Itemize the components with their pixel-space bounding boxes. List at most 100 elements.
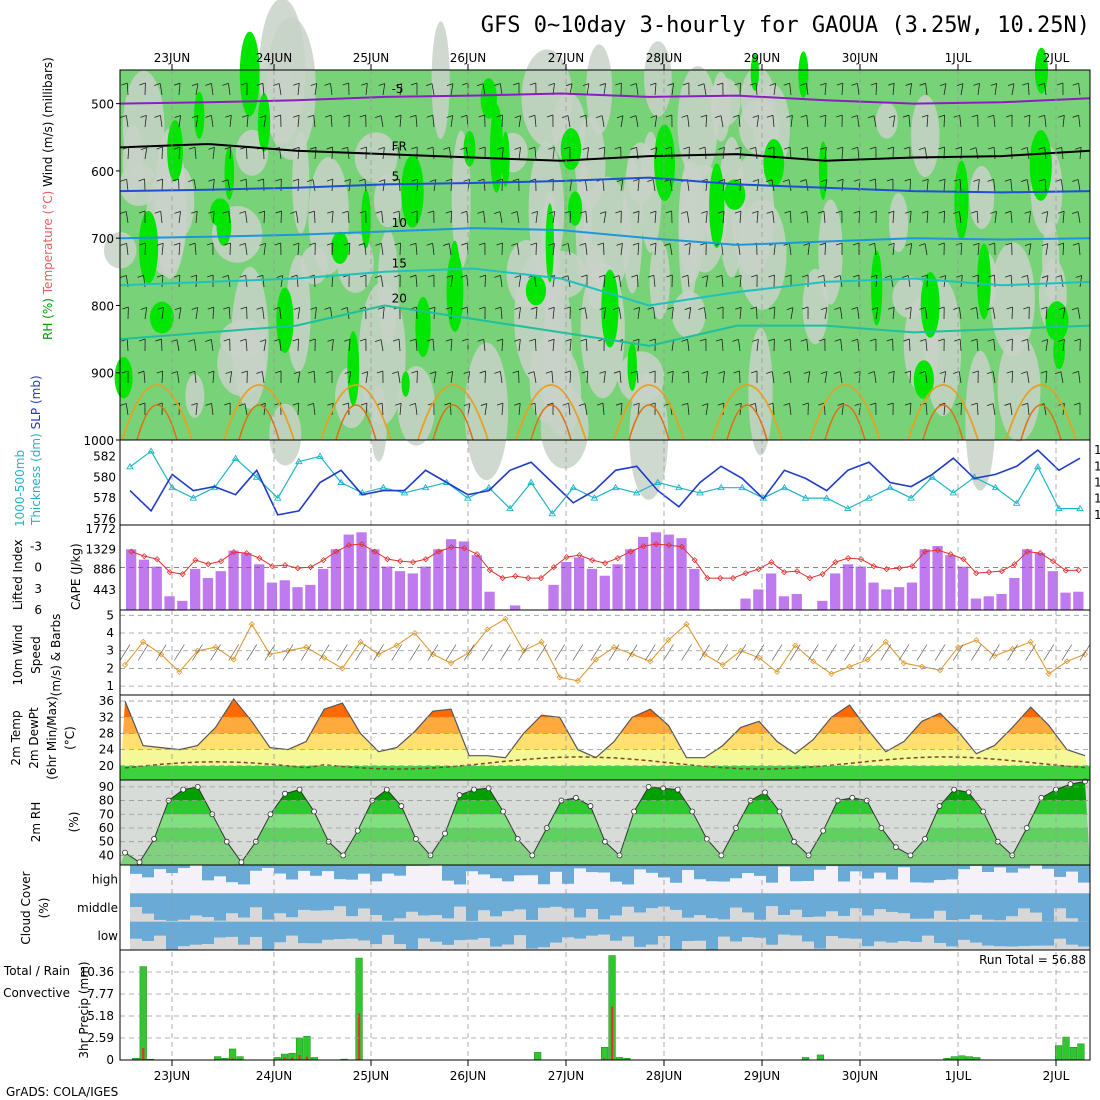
precip-total-bar	[214, 1056, 222, 1061]
wind-speed-point	[973, 637, 980, 644]
cloud-cell	[1054, 921, 1067, 939]
wind-barb-flag	[157, 307, 164, 310]
cloud-cell	[262, 893, 275, 920]
lifted-index-point	[153, 556, 161, 563]
cloud-cell	[202, 893, 215, 918]
wind-barb-flag	[869, 338, 877, 342]
cape-bar	[740, 598, 751, 610]
wind-barb	[1078, 371, 1081, 384]
wind-barb-flag	[445, 306, 452, 310]
cloud-cell	[610, 865, 623, 882]
wind-barb	[943, 179, 946, 192]
wind-barb-flag	[667, 370, 674, 374]
wind-barb-flag	[479, 146, 486, 150]
wind-barb-flag	[375, 243, 382, 246]
wind-barb	[534, 275, 537, 288]
wind-barb-flag	[905, 243, 912, 246]
wind-barb	[364, 243, 367, 256]
wind-barb-flag	[256, 306, 263, 310]
wind-barb	[976, 339, 979, 352]
wind-barb	[193, 339, 197, 352]
wind-barb-flag	[138, 178, 145, 182]
wind-barb-flag	[922, 178, 929, 182]
cloud-cell	[562, 893, 575, 909]
wind-barb	[739, 307, 742, 320]
wind-barb	[245, 147, 248, 160]
wind-barb-flag	[341, 146, 348, 150]
wind-barb	[619, 371, 622, 384]
cape-bar	[766, 573, 777, 610]
surface-wind-barb	[644, 644, 656, 661]
cloud-cell	[958, 893, 971, 920]
wind-barb-flag	[887, 146, 894, 150]
slp-ylabel: SLP (mb)	[29, 375, 43, 429]
thickness-ylabel-1: 1000-500mb	[13, 450, 27, 527]
wind-barb	[909, 83, 912, 96]
rh-point	[151, 836, 157, 842]
lifted-index-point	[409, 559, 417, 566]
rh-moist-patch	[871, 250, 883, 326]
cloud-cell	[730, 921, 743, 942]
precip-total-bar	[1077, 1043, 1085, 1061]
wind-ytick-0: 5	[106, 608, 114, 622]
wind-barb-flag	[853, 210, 860, 214]
wind-barb	[909, 243, 913, 256]
lifted-index-point	[1037, 550, 1044, 557]
cloud-cell	[274, 921, 287, 943]
precip-total-bar	[601, 1047, 609, 1061]
wind-barb-flag	[649, 338, 656, 342]
cape-ytick-3: 443	[93, 583, 116, 597]
wind-barb-flag	[344, 371, 351, 374]
wind-barb	[926, 211, 929, 224]
wind-speed-point	[719, 661, 726, 668]
cape-bar	[855, 566, 866, 610]
wind-barb-flag	[461, 338, 469, 342]
wind-barb-flag	[700, 114, 707, 118]
warm-contour	[223, 384, 295, 441]
wind-barb	[773, 307, 776, 320]
wind-barb	[858, 403, 862, 416]
wind-barb-flag	[734, 82, 741, 86]
cloud-cell	[886, 893, 899, 912]
wind-barb-flag	[1072, 179, 1079, 182]
wind-barb-flag	[514, 147, 521, 150]
wind-barb	[671, 307, 674, 320]
wind-barb	[926, 115, 929, 128]
wind-barb-flag	[511, 211, 518, 214]
rh-moist-patch	[913, 360, 934, 399]
wind-barb-flag	[121, 82, 128, 86]
wind-speed-line	[124, 618, 1086, 682]
wind-barb	[1027, 83, 1030, 96]
cloud-cell	[382, 893, 395, 921]
footer-credit: GrADS: COLA/IGES	[6, 1085, 118, 1099]
rh-dry-patch	[451, 130, 471, 269]
wind-barb	[398, 211, 401, 224]
wind-barb	[450, 307, 453, 320]
wind-barb	[126, 339, 129, 352]
wind-barb-flag	[1038, 178, 1046, 182]
wind-barb	[195, 211, 198, 224]
temp-band-3	[120, 701, 1090, 718]
li-ylabel: Lifted Index	[11, 539, 25, 610]
wind-barb	[331, 243, 334, 256]
surface-wind-barb	[137, 644, 149, 661]
cloud-cell	[178, 865, 191, 869]
wind-barb-flag	[782, 179, 790, 183]
x-label-top-6: 29JUN	[744, 51, 781, 65]
rh-moist-patch	[138, 211, 159, 284]
wind-barb	[229, 115, 232, 128]
wind-barb	[909, 403, 912, 416]
wind-barb-flag	[1006, 370, 1013, 374]
wind-barb	[551, 371, 554, 384]
cloud-cell	[622, 921, 635, 937]
wind-barb-flag	[224, 242, 231, 246]
upper-air-ytick-2: 700	[91, 232, 114, 246]
wind-barb-flag	[460, 274, 467, 278]
wind-barb	[450, 115, 454, 128]
wind-barb	[824, 115, 827, 128]
rh-moist-patch	[560, 128, 582, 170]
cloud-cell	[154, 865, 167, 870]
lifted-index-point	[960, 556, 967, 563]
cloud-cell	[286, 921, 299, 936]
cloud-cell	[502, 893, 515, 912]
